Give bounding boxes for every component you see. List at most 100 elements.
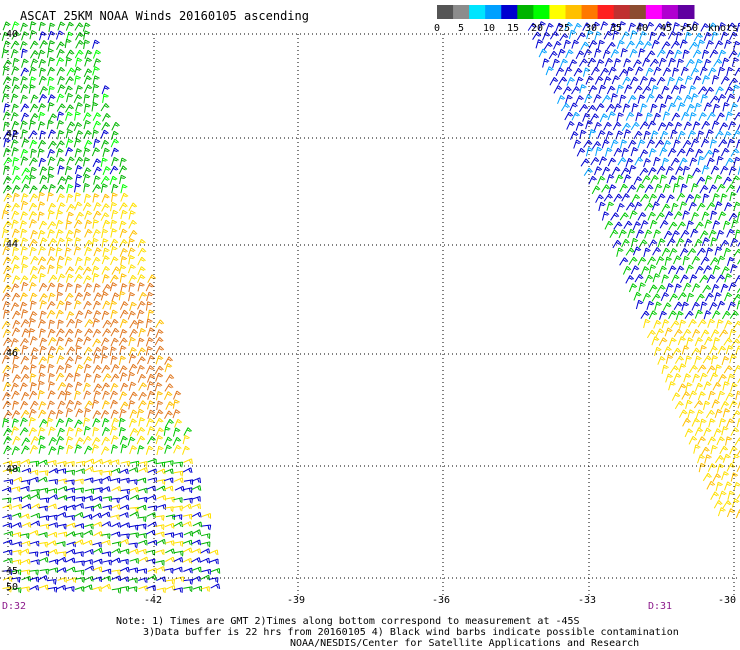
wind-barb <box>119 301 129 310</box>
wind-barb <box>39 419 48 428</box>
wind-barb <box>21 263 29 274</box>
wind-barb <box>38 364 46 374</box>
wind-barb <box>84 246 93 256</box>
wind-barb <box>672 347 682 356</box>
wind-barb <box>47 229 55 239</box>
wind-barb <box>686 292 695 303</box>
wind-barb <box>47 102 55 112</box>
wind-barb <box>641 175 651 184</box>
wind-barb <box>120 460 130 467</box>
wind-barb <box>83 282 93 292</box>
wind-barb <box>705 40 714 50</box>
wind-barb <box>48 567 58 573</box>
y-label-48: 48 <box>6 464 18 475</box>
wind-barb <box>11 103 19 113</box>
wind-barb <box>110 309 118 319</box>
wind-barb <box>12 436 21 445</box>
wind-barb <box>119 309 129 319</box>
wind-barb <box>182 521 192 527</box>
wind-barb <box>11 76 20 87</box>
wind-barb <box>64 372 74 382</box>
wind-barb <box>704 149 714 158</box>
wind-barb <box>119 494 130 501</box>
wind-barb <box>712 382 722 391</box>
wind-barb <box>636 183 645 193</box>
y-label-50: 50 <box>6 582 18 593</box>
wind-barb <box>28 120 37 130</box>
wind-barb <box>19 427 29 436</box>
wind-barb <box>38 505 48 512</box>
wind-barb <box>173 477 184 484</box>
wind-barb <box>84 256 92 266</box>
wind-barb <box>129 428 139 437</box>
wind-barb <box>66 193 74 204</box>
wind-barb <box>622 76 631 86</box>
wind-barb <box>610 49 620 58</box>
wind-barb <box>680 66 689 76</box>
wind-barb <box>700 446 710 456</box>
wind-barb <box>84 219 93 229</box>
wind-barb <box>102 559 112 566</box>
wind-barb <box>635 66 644 76</box>
wind-barb <box>92 566 103 573</box>
wind-barb <box>21 183 30 193</box>
wind-barb <box>73 66 82 76</box>
wind-barb <box>688 435 698 445</box>
wind-barb <box>732 130 740 139</box>
wind-barb <box>621 193 630 202</box>
wind-barb <box>665 354 674 364</box>
wind-barb <box>83 130 92 139</box>
wind-barb <box>109 346 117 356</box>
wind-barb <box>733 201 740 211</box>
wind-barb <box>583 167 593 176</box>
wind-barb <box>119 220 127 230</box>
wind-barb <box>120 255 128 266</box>
wind-barb <box>681 301 689 311</box>
wind-barb <box>37 390 45 400</box>
wind-barb <box>720 283 729 293</box>
wind-barb <box>137 300 146 310</box>
wind-barb <box>101 436 110 446</box>
wind-barb <box>724 39 732 49</box>
wind-barb <box>66 311 75 321</box>
wind-barb <box>111 364 120 373</box>
wind-barb <box>632 246 642 256</box>
wind-barb <box>728 121 737 131</box>
wind-barb <box>653 229 661 239</box>
wind-barb <box>83 139 93 149</box>
wind-barb <box>590 113 599 122</box>
wind-barb <box>66 504 76 511</box>
wind-barb <box>732 410 740 419</box>
wind-barb <box>55 409 64 419</box>
wind-barb <box>39 568 49 575</box>
wind-barb <box>38 94 48 103</box>
wind-barb <box>56 541 66 547</box>
wind-barb <box>55 229 64 239</box>
wind-barb <box>118 417 126 428</box>
wind-barb <box>129 409 138 419</box>
wind-barb <box>718 139 728 148</box>
wind-barb <box>83 559 93 565</box>
wind-barb <box>137 445 145 455</box>
wind-barb <box>92 328 102 338</box>
wind-barb <box>163 391 173 400</box>
wind-barb <box>2 21 11 31</box>
legend-tick-5: 5 <box>458 23 464 34</box>
wind-barb <box>74 354 83 365</box>
wind-barb <box>47 503 57 510</box>
wind-barb <box>37 139 47 149</box>
wind-barb <box>92 495 103 502</box>
wind-barb <box>65 407 73 418</box>
wind-barb <box>48 183 56 194</box>
wind-barb <box>109 175 118 185</box>
wind-barb <box>100 175 110 185</box>
wind-barb <box>28 469 39 476</box>
wind-barb <box>729 31 738 41</box>
wind-barb <box>693 75 702 85</box>
wind-barb <box>724 292 733 302</box>
wind-barb <box>93 310 102 320</box>
wind-barb <box>92 426 100 437</box>
wind-barb <box>47 354 55 364</box>
wind-barb <box>611 75 620 85</box>
wind-barb <box>83 68 93 78</box>
